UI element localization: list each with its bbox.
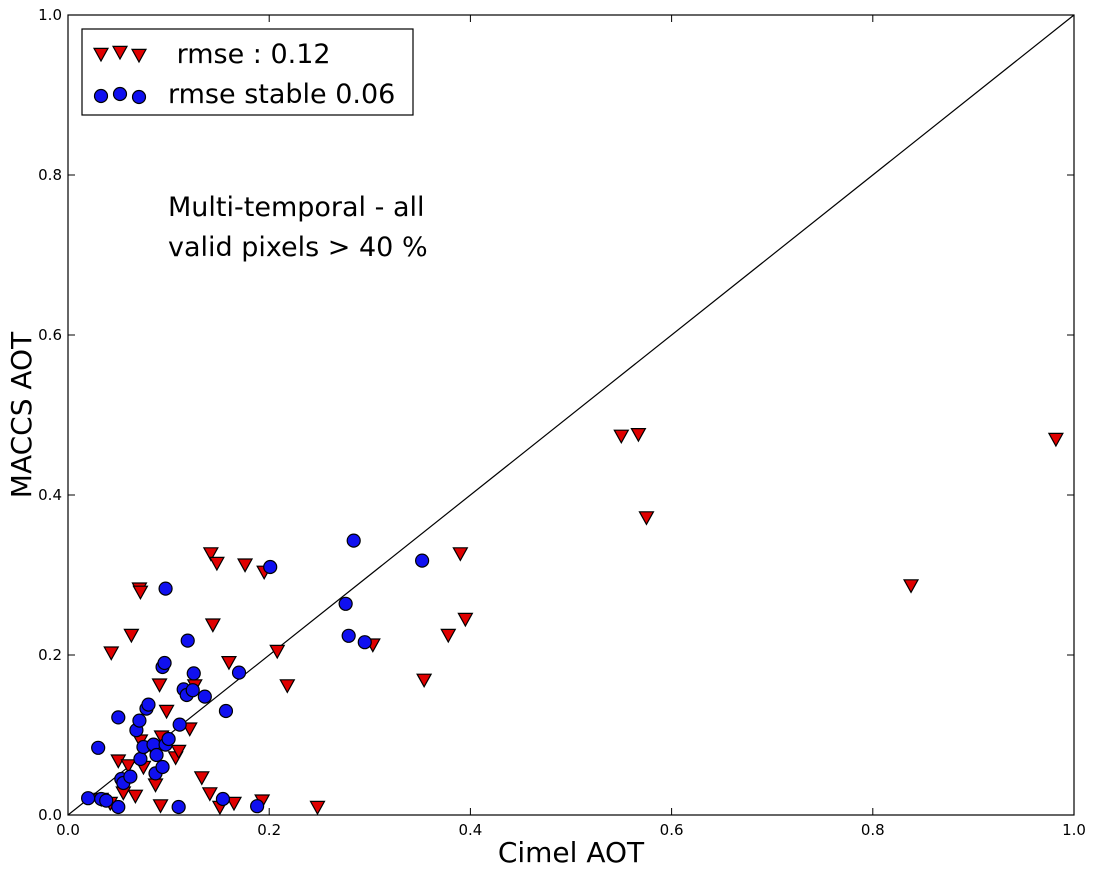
point-39	[452, 547, 469, 562]
stable-point-10	[132, 713, 147, 728]
stable-point-39	[346, 533, 361, 548]
point-24	[202, 547, 219, 562]
point-41	[613, 429, 630, 445]
legend-marker-0-2	[130, 48, 148, 64]
point-19	[170, 744, 187, 760]
legend-marker-1-2	[131, 89, 147, 105]
x-tick-label-2: 0.4	[458, 821, 482, 839]
legend: rmse : 0.12 rmse stable 0.06	[81, 28, 414, 116]
stable-point-11	[133, 751, 148, 767]
stable-point-41	[415, 553, 430, 568]
stable-point-32	[215, 791, 231, 807]
point-26	[208, 556, 225, 572]
point-13	[147, 778, 164, 793]
x-tick-label-0: 0.0	[56, 821, 80, 839]
point-14	[151, 678, 168, 693]
point-42	[630, 428, 647, 443]
stable-point-3	[99, 793, 114, 808]
stable-point-37	[338, 596, 353, 611]
plot-frame	[67, 14, 1075, 816]
stable-point-1	[91, 740, 106, 755]
point-40	[457, 612, 474, 628]
stable-point-40	[357, 635, 372, 650]
x-tick-label-3: 0.6	[660, 821, 684, 839]
legend-marker-1-1	[112, 86, 128, 102]
stable-point-4	[111, 799, 126, 815]
point-28	[220, 655, 237, 671]
stable-point-8	[123, 769, 138, 784]
stable-point-29	[185, 683, 200, 698]
legend-marker-0-0	[92, 47, 110, 63]
y-tick-label-2: 0.4	[38, 486, 62, 504]
stable-point-36	[263, 559, 278, 575]
y-tick-label-3: 0.6	[38, 326, 62, 344]
annotation: Multi-temporal - all valid pixels > 40 %	[168, 192, 428, 263]
stable-point-24	[171, 799, 186, 815]
stable-point-14	[141, 697, 156, 712]
x-tick-label-1: 0.2	[257, 821, 281, 839]
y-axis-title: MACCS AOT	[5, 331, 38, 498]
y-tick-label-5: 1.0	[38, 6, 62, 24]
stable-point-33	[218, 703, 234, 719]
point-30	[237, 558, 254, 573]
point-29	[225, 796, 243, 812]
x-tick-label-4: 0.8	[861, 821, 885, 839]
point-25	[204, 618, 221, 633]
y-tick-label-4: 0.8	[38, 166, 62, 184]
point-5	[120, 759, 137, 774]
axes: 0.0 0.2 0.4 0.6 0.8 1.0 0.0 0.2 0.4 0.6 0.8 1.0	[38, 6, 1086, 839]
legend-markers	[92, 45, 148, 105]
stable-point-35	[250, 799, 265, 814]
stable-point-5	[111, 710, 126, 725]
legend-label-rmse: rmse : 0.12	[168, 39, 331, 70]
point-45	[1047, 432, 1064, 448]
stable-point-17	[149, 747, 164, 763]
stable-point-31	[197, 689, 212, 704]
stable-point-28	[180, 633, 195, 648]
point-38	[440, 628, 457, 644]
point-15	[152, 799, 169, 814]
point-33	[269, 644, 286, 660]
point-22	[193, 771, 210, 786]
stable-point-23	[161, 731, 176, 747]
legend-label-rmse-stable: rmse stable 0.06	[168, 79, 395, 110]
point-35	[309, 800, 326, 816]
x-tick-label-5: 1.0	[1062, 821, 1086, 839]
point-7	[127, 789, 144, 805]
point-37	[416, 673, 433, 689]
stable-point-0	[81, 791, 96, 806]
legend-marker-1-0	[93, 88, 109, 104]
series-1	[81, 533, 430, 815]
point-17	[158, 704, 175, 720]
annotation-line-2: valid pixels > 40 %	[168, 232, 428, 263]
y-tick-label-0: 0.0	[38, 806, 62, 824]
stable-point-34	[231, 665, 247, 680]
point-44	[903, 579, 920, 594]
point-34	[279, 679, 296, 694]
identity-line	[67, 14, 1075, 816]
annotation-line-1: Multi-temporal - all	[168, 192, 425, 223]
stable-point-38	[341, 628, 356, 643]
point-9	[132, 585, 149, 601]
plot-content	[67, 14, 1075, 816]
legend-marker-0-1	[111, 45, 129, 61]
point-23	[201, 787, 218, 802]
series-0	[93, 428, 1064, 816]
stable-point-30	[186, 666, 201, 681]
stable-point-25	[172, 717, 187, 732]
point-43	[638, 511, 655, 526]
point-6	[123, 628, 140, 644]
stable-point-21	[158, 581, 173, 596]
y-tick-label-1: 0.2	[38, 646, 62, 664]
stable-point-18	[155, 759, 170, 775]
stable-point-20	[157, 655, 172, 671]
x-axis-title: Cimel AOT	[498, 836, 645, 869]
point-2	[103, 646, 120, 661]
